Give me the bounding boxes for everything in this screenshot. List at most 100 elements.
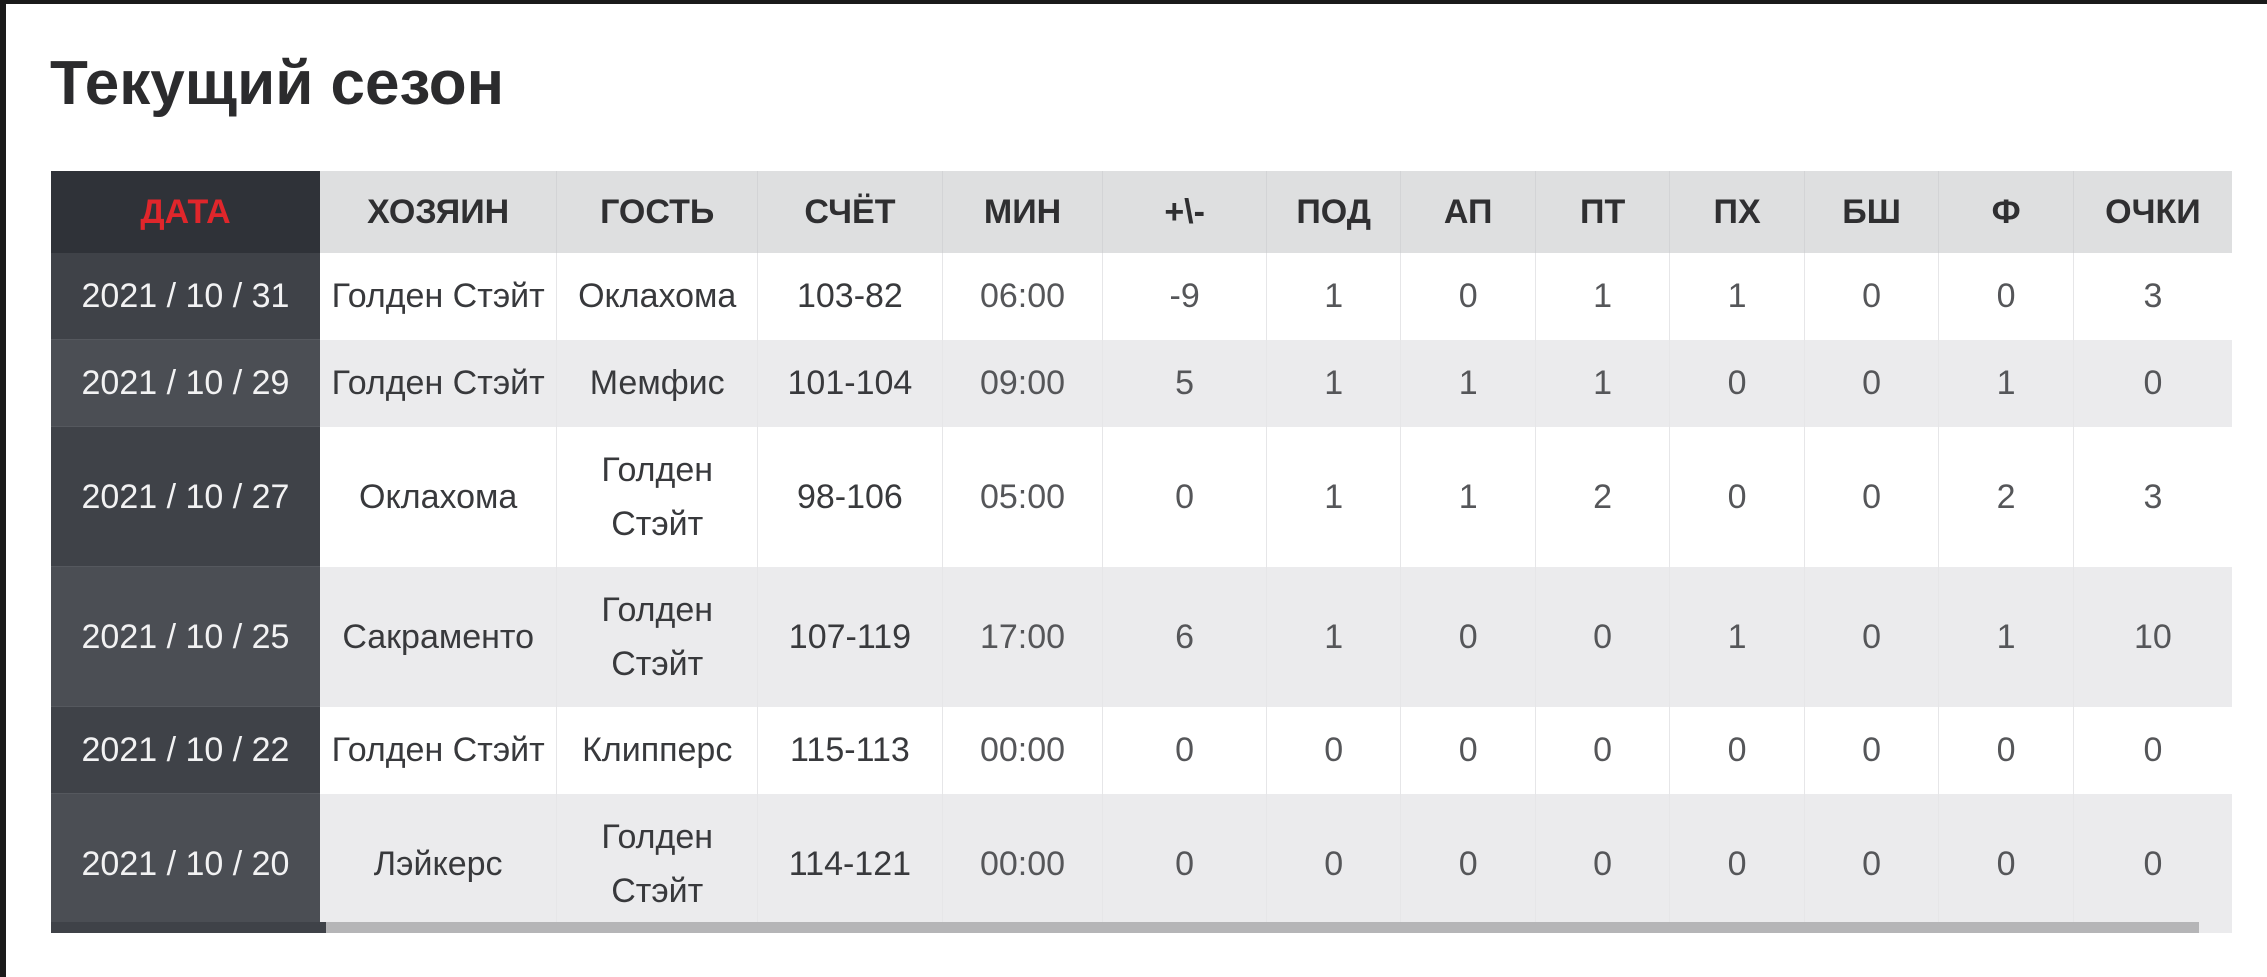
cell-points: 0	[2073, 339, 2232, 427]
cell-home: Лэйкерс	[319, 793, 558, 933]
table-row: 2021 / 10 / 29 Голден Стэйт Мемфис 101-1…	[51, 339, 2232, 427]
cell-score: 115-113	[757, 706, 943, 794]
cell-turnovers: 0	[1669, 706, 1805, 794]
cell-blocks: 0	[1804, 253, 1940, 340]
table-row: 2021 / 10 / 25 Сакраменто Голден Стэйт 1…	[51, 566, 2232, 707]
cell-date: 2021 / 10 / 22	[51, 706, 320, 794]
cell-steals: 0	[1535, 793, 1671, 933]
cell-points: 10	[2073, 566, 2232, 707]
cell-points: 0	[2073, 793, 2232, 933]
table-row: 2021 / 10 / 31 Голден Стэйт Оклахома 103…	[51, 253, 2232, 340]
column-header-rebounds[interactable]: ПОД	[1266, 171, 1402, 253]
cell-turnovers: 0	[1669, 426, 1805, 567]
cell-steals: 2	[1535, 426, 1671, 567]
cell-blocks: 0	[1804, 706, 1940, 794]
cell-minutes: 17:00	[942, 566, 1104, 707]
table-header-row: ДАТА ХОЗЯИН ГОСТЬ СЧЁТ МИН +\- ПОД АП ПТ…	[51, 171, 2232, 253]
column-header-steals[interactable]: ПТ	[1535, 171, 1671, 253]
cell-score: 107-119	[757, 566, 943, 707]
cell-plus-minus: -9	[1102, 253, 1267, 340]
column-header-guest[interactable]: ГОСТЬ	[556, 171, 759, 253]
cell-points: 3	[2073, 253, 2232, 340]
cell-score: 98-106	[757, 426, 943, 567]
cell-steals: 1	[1535, 339, 1671, 427]
table-row: 2021 / 10 / 20 Лэйкерс Голден Стэйт 114-…	[51, 793, 2232, 933]
cell-rebounds: 1	[1266, 339, 1402, 427]
cell-plus-minus: 0	[1102, 793, 1267, 933]
column-header-points[interactable]: ОЧКИ	[2073, 171, 2232, 253]
page-title: Текущий сезон	[50, 49, 505, 118]
table-row: 2021 / 10 / 22 Голден Стэйт Клипперс 115…	[51, 706, 2232, 794]
cell-blocks: 0	[1804, 426, 1940, 567]
cell-fouls: 1	[1938, 339, 2074, 427]
season-table-container[interactable]: ДАТА ХОЗЯИН ГОСТЬ СЧЁТ МИН +\- ПОД АП ПТ…	[51, 171, 2232, 933]
cell-turnovers: 0	[1669, 793, 1805, 933]
cell-score: 103-82	[757, 253, 943, 340]
cell-date: 2021 / 10 / 29	[51, 339, 320, 427]
cell-turnovers: 1	[1669, 253, 1805, 340]
cell-blocks: 0	[1804, 793, 1940, 933]
cell-plus-minus: 5	[1102, 339, 1267, 427]
cell-steals: 0	[1535, 566, 1671, 707]
cell-assists: 0	[1400, 253, 1536, 340]
cell-fouls: 0	[1938, 706, 2074, 794]
cell-date: 2021 / 10 / 25	[51, 566, 320, 707]
cell-home: Голден Стэйт	[319, 706, 558, 794]
column-header-turnovers[interactable]: ПХ	[1669, 171, 1805, 253]
cell-fouls: 1	[1938, 566, 2074, 707]
column-header-score[interactable]: СЧЁТ	[757, 171, 943, 253]
cell-guest: Клипперс	[556, 706, 759, 794]
cell-home: Сакраменто	[319, 566, 558, 707]
cell-blocks: 0	[1804, 339, 1940, 427]
cell-date: 2021 / 10 / 27	[51, 426, 320, 567]
cell-steals: 0	[1535, 706, 1671, 794]
cell-minutes: 05:00	[942, 426, 1104, 567]
cell-plus-minus: 0	[1102, 426, 1267, 567]
cell-guest: Оклахома	[556, 253, 759, 340]
cell-guest: Голден Стэйт	[556, 566, 759, 707]
cell-home: Голден Стэйт	[319, 339, 558, 427]
cell-fouls: 2	[1938, 426, 2074, 567]
column-header-blocks[interactable]: БШ	[1804, 171, 1940, 253]
column-header-plus-minus[interactable]: +\-	[1102, 171, 1267, 253]
cell-assists: 1	[1400, 426, 1536, 567]
cell-assists: 1	[1400, 339, 1536, 427]
cell-score: 101-104	[757, 339, 943, 427]
cell-date: 2021 / 10 / 20	[51, 793, 320, 933]
cell-rebounds: 1	[1266, 426, 1402, 567]
cell-date: 2021 / 10 / 31	[51, 253, 320, 340]
cell-minutes: 00:00	[942, 793, 1104, 933]
column-header-fouls[interactable]: Ф	[1938, 171, 2074, 253]
table-row: 2021 / 10 / 27 Оклахома Голден Стэйт 98-…	[51, 426, 2232, 567]
cell-plus-minus: 0	[1102, 706, 1267, 794]
cell-points: 3	[2073, 426, 2232, 567]
cell-plus-minus: 6	[1102, 566, 1267, 707]
cell-assists: 0	[1400, 706, 1536, 794]
cell-minutes: 09:00	[942, 339, 1104, 427]
cell-rebounds: 1	[1266, 253, 1402, 340]
cell-fouls: 0	[1938, 793, 2074, 933]
cell-home: Голден Стэйт	[319, 253, 558, 340]
season-stats-table: ДАТА ХОЗЯИН ГОСТЬ СЧЁТ МИН +\- ПОД АП ПТ…	[51, 171, 2232, 933]
cell-guest: Голден Стэйт	[556, 793, 759, 933]
cell-score: 114-121	[757, 793, 943, 933]
cell-home: Оклахома	[319, 426, 558, 567]
cell-blocks: 0	[1804, 566, 1940, 707]
cell-guest: Голден Стэйт	[556, 426, 759, 567]
column-header-home[interactable]: ХОЗЯИН	[319, 171, 558, 253]
cell-rebounds: 0	[1266, 706, 1402, 794]
cell-turnovers: 1	[1669, 566, 1805, 707]
cell-minutes: 00:00	[942, 706, 1104, 794]
horizontal-scrollbar[interactable]	[326, 922, 2199, 933]
cell-minutes: 06:00	[942, 253, 1104, 340]
cell-fouls: 0	[1938, 253, 2074, 340]
cell-points: 0	[2073, 706, 2232, 794]
cell-guest: Мемфис	[556, 339, 759, 427]
column-header-minutes[interactable]: МИН	[942, 171, 1104, 253]
column-header-date[interactable]: ДАТА	[51, 171, 320, 253]
cell-steals: 1	[1535, 253, 1671, 340]
cell-rebounds: 0	[1266, 793, 1402, 933]
column-header-assists[interactable]: АП	[1400, 171, 1536, 253]
cell-rebounds: 1	[1266, 566, 1402, 707]
